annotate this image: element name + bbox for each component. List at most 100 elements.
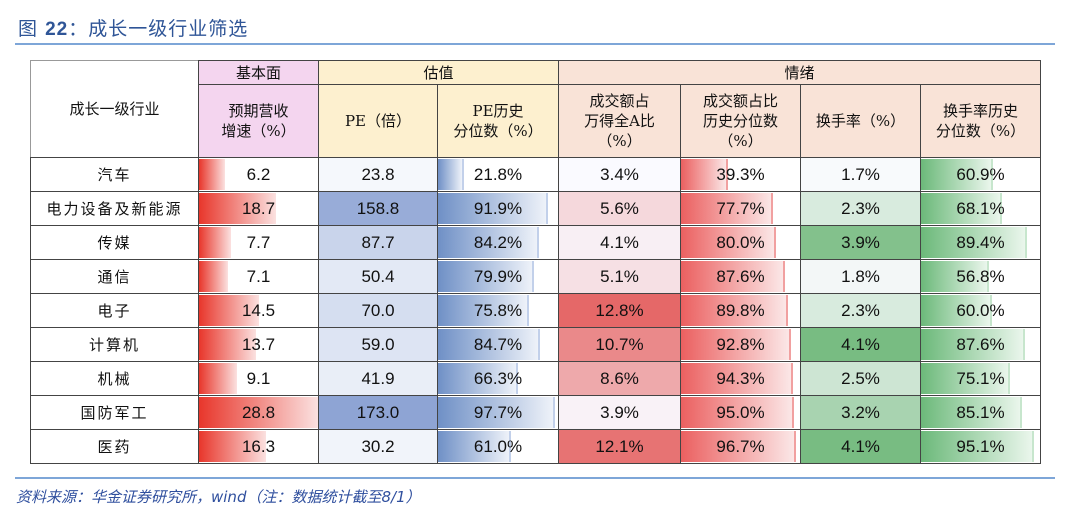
group-valuation: 估值 xyxy=(317,60,560,85)
turnover-share-percentile-cell: 87.6% xyxy=(680,259,802,294)
table-row: 医药 16.3 30.2 61.0% 12.1% 96.7% 4.1% 95.1% xyxy=(30,429,1042,464)
revenue-growth-cell: 13.7 xyxy=(198,327,319,362)
turnover-share-cell: 12.8% xyxy=(558,293,682,328)
table-row: 传媒 7.7 87.7 84.2% 4.1% 80.0% 3.9% 89.4% xyxy=(30,225,1042,260)
turnover-share-cell: 5.6% xyxy=(558,191,682,226)
turnover-rate-percentile-cell: 60.9% xyxy=(920,157,1042,192)
pe-cell: 87.7 xyxy=(318,225,438,260)
industry-cell: 通信 xyxy=(30,259,199,294)
pe-percentile-cell: 61.0% xyxy=(436,429,560,464)
source-note: 资料来源：华金证券研究所，wind（注：数据统计截至8/1） xyxy=(16,488,421,506)
turnover-rate-percentile-cell: 89.4% xyxy=(920,225,1042,260)
figure-title: 图 22：成长一级行业筛选 xyxy=(18,14,248,41)
turnover-share-cell: 10.7% xyxy=(558,327,682,362)
figure-number: 22 xyxy=(45,19,69,40)
turnover-rate-percentile-cell: 68.1% xyxy=(920,191,1042,226)
table-row: 电子 14.5 70.0 75.8% 12.8% 89.8% 2.3% 60.0% xyxy=(30,293,1042,328)
header-turnover-rate: 换手率（%） xyxy=(800,84,922,158)
turnover-share-cell: 5.1% xyxy=(558,259,682,294)
turnover-share-percentile-cell: 96.7% xyxy=(680,429,802,464)
industry-cell: 医药 xyxy=(30,429,199,464)
source-divider xyxy=(15,477,1055,479)
industry-cell: 国防军工 xyxy=(30,395,199,430)
revenue-growth-cell: 28.8 xyxy=(198,395,319,430)
turnover-share-percentile-cell: 94.3% xyxy=(680,361,802,396)
turnover-rate-percentile-cell: 60.0% xyxy=(920,293,1042,328)
turnover-rate-cell: 1.8% xyxy=(800,259,922,294)
turnover-rate-percentile-cell: 75.1% xyxy=(920,361,1042,396)
revenue-growth-cell: 14.5 xyxy=(198,293,319,328)
industry-cell: 计算机 xyxy=(30,327,199,362)
industry-cell: 电子 xyxy=(30,293,199,328)
header-industry: 成长一级行业 xyxy=(30,60,199,158)
group-fundamental: 基本面 xyxy=(198,60,319,85)
header-turnover-share-percentile: 成交额占比 历史分位数 （%） xyxy=(680,84,802,158)
pe-percentile-cell: 75.8% xyxy=(436,293,560,328)
table-row: 国防军工 28.8 173.0 97.7% 3.9% 95.0% 3.2% 85.1% xyxy=(30,395,1042,430)
pe-cell: 158.8 xyxy=(318,191,438,226)
header-revenue-growth: 预期营收 增速（%） xyxy=(198,84,319,158)
turnover-rate-cell: 2.5% xyxy=(800,361,922,396)
table-row: 机械 9.1 41.9 66.3% 8.6% 94.3% 2.5% 75.1% xyxy=(30,361,1042,396)
industry-cell: 机械 xyxy=(30,361,199,396)
turnover-share-percentile-cell: 39.3% xyxy=(680,157,802,192)
revenue-growth-cell: 7.1 xyxy=(198,259,319,294)
table-row: 计算机 13.7 59.0 84.7% 10.7% 92.8% 4.1% 87.6% xyxy=(30,327,1042,362)
header-turnover-share: 成交额占 万得全A比 （%） xyxy=(558,84,682,158)
revenue-growth-cell: 9.1 xyxy=(198,361,319,396)
header-turnover-rate-percentile: 换手率历史 分位数（%） xyxy=(920,84,1042,158)
pe-percentile-cell: 66.3% xyxy=(436,361,560,396)
table-row: 通信 7.1 50.4 79.9% 5.1% 87.6% 1.8% 56.8% xyxy=(30,259,1042,294)
pe-cell: 30.2 xyxy=(318,429,438,464)
pe-percentile-cell: 91.9% xyxy=(436,191,560,226)
figure-prefix: 图 xyxy=(18,18,39,40)
industry-screening-table: 成长一级行业 基本面 估值 情绪 预期营收 增速（%） PE（倍） PE历史 分位数… xyxy=(30,60,1042,464)
industry-cell: 汽车 xyxy=(30,157,199,192)
turnover-rate-percentile-cell: 87.6% xyxy=(920,327,1042,362)
pe-cell: 70.0 xyxy=(318,293,438,328)
turnover-share-cell: 12.1% xyxy=(558,429,682,464)
turnover-share-percentile-cell: 80.0% xyxy=(680,225,802,260)
turnover-rate-cell: 3.2% xyxy=(800,395,922,430)
turnover-rate-cell: 2.3% xyxy=(800,191,922,226)
pe-cell: 50.4 xyxy=(318,259,438,294)
turnover-share-percentile-cell: 95.0% xyxy=(680,395,802,430)
industry-cell: 电力设备及新能源 xyxy=(30,191,199,226)
industry-cell: 传媒 xyxy=(30,225,199,260)
pe-percentile-cell: 79.9% xyxy=(436,259,560,294)
pe-cell: 41.9 xyxy=(318,361,438,396)
turnover-share-percentile-cell: 89.8% xyxy=(680,293,802,328)
header-pe-percentile: PE历史 分位数（%） xyxy=(436,84,560,158)
group-sentiment: 情绪 xyxy=(558,60,1042,85)
turnover-share-percentile-cell: 92.8% xyxy=(680,327,802,362)
turnover-share-cell: 3.9% xyxy=(558,395,682,430)
pe-percentile-cell: 21.8% xyxy=(436,157,560,192)
turnover-rate-cell: 4.1% xyxy=(800,327,922,362)
turnover-share-cell: 3.4% xyxy=(558,157,682,192)
turnover-rate-cell: 4.1% xyxy=(800,429,922,464)
turnover-share-percentile-cell: 77.7% xyxy=(680,191,802,226)
pe-cell: 59.0 xyxy=(318,327,438,362)
turnover-rate-cell: 3.9% xyxy=(800,225,922,260)
figure-title-text: ：成长一级行业筛选 xyxy=(68,18,249,40)
turnover-share-cell: 4.1% xyxy=(558,225,682,260)
table-row: 电力设备及新能源 18.7 158.8 91.9% 5.6% 77.7% 2.3% 68.1% xyxy=(30,191,1042,226)
header-pe: PE（倍） xyxy=(318,84,438,158)
turnover-rate-percentile-cell: 95.1% xyxy=(920,429,1042,464)
pe-percentile-cell: 84.2% xyxy=(436,225,560,260)
revenue-growth-cell: 18.7 xyxy=(198,191,319,226)
turnover-share-cell: 8.6% xyxy=(558,361,682,396)
revenue-growth-cell: 7.7 xyxy=(198,225,319,260)
pe-cell: 173.0 xyxy=(318,395,438,430)
pe-cell: 23.8 xyxy=(318,157,438,192)
revenue-growth-cell: 16.3 xyxy=(198,429,319,464)
turnover-rate-cell: 1.7% xyxy=(800,157,922,192)
turnover-rate-percentile-cell: 85.1% xyxy=(920,395,1042,430)
pe-percentile-cell: 84.7% xyxy=(436,327,560,362)
turnover-rate-cell: 2.3% xyxy=(800,293,922,328)
turnover-rate-percentile-cell: 56.8% xyxy=(920,259,1042,294)
table-row: 汽车 6.2 23.8 21.8% 3.4% 39.3% 1.7% 60.9% xyxy=(30,157,1042,192)
revenue-growth-cell: 6.2 xyxy=(198,157,319,192)
title-divider xyxy=(15,43,1055,45)
pe-percentile-cell: 97.7% xyxy=(436,395,560,430)
